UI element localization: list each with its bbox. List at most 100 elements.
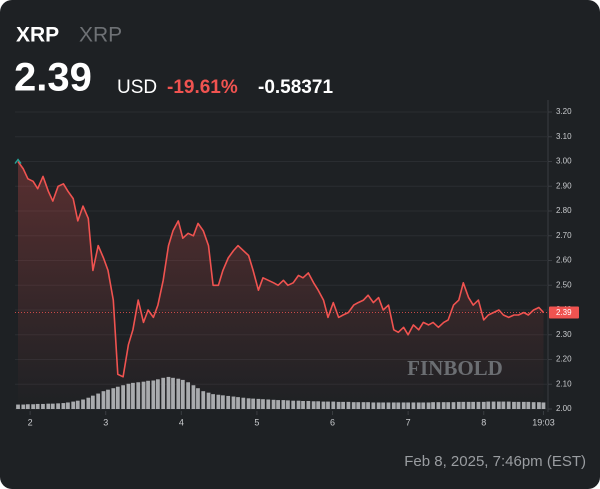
volume-bar <box>436 402 441 409</box>
volume-bar <box>366 402 370 409</box>
volume-bar <box>196 388 200 409</box>
volume-bar <box>316 401 321 409</box>
volume-bar <box>476 401 481 409</box>
volume-bar <box>451 402 456 409</box>
volume-bar <box>426 402 431 409</box>
x-tick-label: 2 <box>28 417 33 427</box>
volume-bar <box>90 395 95 409</box>
symbol: XRP <box>16 24 59 47</box>
x-tick-label: 8 <box>481 417 486 427</box>
volume-bar <box>25 404 30 409</box>
volume-bar <box>356 402 361 409</box>
asset-name: XRP <box>79 24 122 47</box>
volume-bar <box>537 402 541 409</box>
volume-bar <box>241 397 246 409</box>
volume-bar <box>111 388 116 409</box>
volume-bar <box>191 385 196 409</box>
volume-bar <box>471 401 476 409</box>
volume-bar <box>331 401 336 409</box>
change-percent: -19.61% <box>167 77 238 98</box>
volume-bar <box>406 402 411 409</box>
volume-bar <box>501 401 506 409</box>
volume-bar <box>371 402 376 409</box>
volume-bar <box>526 401 531 409</box>
volume-bar <box>521 401 526 409</box>
volume-bar <box>326 401 330 409</box>
volume-bar <box>491 401 496 409</box>
volume-bar <box>396 402 401 409</box>
volume-bar <box>176 378 181 409</box>
volume-bar <box>121 385 125 409</box>
volume-bar <box>41 403 45 409</box>
volume-bar <box>31 404 36 409</box>
volume-bar <box>256 398 261 409</box>
y-tick-label: 2.00 <box>556 404 572 413</box>
volume-bar <box>86 397 91 409</box>
volume-bar <box>361 402 366 409</box>
last-price-label: 2.39 <box>556 308 572 317</box>
volume-bar <box>221 395 225 409</box>
y-tick-label: 2.10 <box>556 379 572 388</box>
volume-bar <box>166 376 171 409</box>
volume-bar <box>416 402 421 409</box>
volume-bar <box>201 391 206 409</box>
volume-bar <box>512 401 516 409</box>
price-area <box>18 161 544 409</box>
volume-bar <box>46 403 51 409</box>
volume-bar <box>35 403 40 409</box>
volume-bar <box>151 380 156 409</box>
volume-bar <box>341 401 346 409</box>
volume-bar <box>66 402 70 409</box>
x-tick-label: 6 <box>330 417 335 427</box>
volume-bar <box>251 398 256 409</box>
volume-bar <box>231 396 236 409</box>
volume-bar <box>296 400 301 409</box>
volume-bar <box>351 402 356 409</box>
y-tick-label: 3.20 <box>556 107 572 116</box>
volume-bar <box>261 399 265 409</box>
volume-bar <box>75 400 80 409</box>
volume-bar <box>236 397 240 409</box>
price-line <box>17 161 545 378</box>
volume-bar <box>466 401 471 409</box>
change: -0.58371 <box>258 77 333 98</box>
volume-bar <box>291 400 296 409</box>
volume-bar <box>211 394 215 409</box>
volume-bar <box>81 399 85 409</box>
x-tick-label: 5 <box>254 417 259 427</box>
volume-bar <box>106 389 110 409</box>
x-tick-label: 4 <box>179 417 184 427</box>
y-tick-label: 3.10 <box>556 132 572 141</box>
timestamp: Feb 8, 2025, 7:46pm (EST) <box>404 453 586 470</box>
volume-bar <box>21 404 26 409</box>
volume-bar <box>226 395 231 409</box>
volume-bar <box>171 377 175 409</box>
volume-bar <box>391 402 396 409</box>
volume-bar <box>306 400 311 409</box>
volume-bar <box>131 382 135 409</box>
volume-bar <box>481 401 486 409</box>
volume-bar <box>126 383 131 409</box>
price: 2.39 <box>14 56 92 100</box>
watermark: FINBOLD <box>407 356 503 380</box>
volume-bar <box>115 386 120 409</box>
volume-bar <box>301 400 305 409</box>
volume-bar <box>376 402 381 409</box>
y-tick-label: 2.80 <box>556 206 572 215</box>
volume-bar <box>386 402 391 409</box>
volume-bar <box>286 400 290 409</box>
start-marker <box>14 158 22 164</box>
volume-bar <box>186 382 191 409</box>
volume-bar <box>281 400 286 409</box>
volume-bar <box>431 402 435 409</box>
volume-bar <box>441 402 446 409</box>
y-tick-label: 2.50 <box>556 280 572 289</box>
volume-bar <box>321 401 326 409</box>
volume-bar <box>336 401 341 409</box>
volume-bar <box>271 399 276 409</box>
volume-bar <box>421 402 426 409</box>
volume-bar <box>486 401 491 409</box>
